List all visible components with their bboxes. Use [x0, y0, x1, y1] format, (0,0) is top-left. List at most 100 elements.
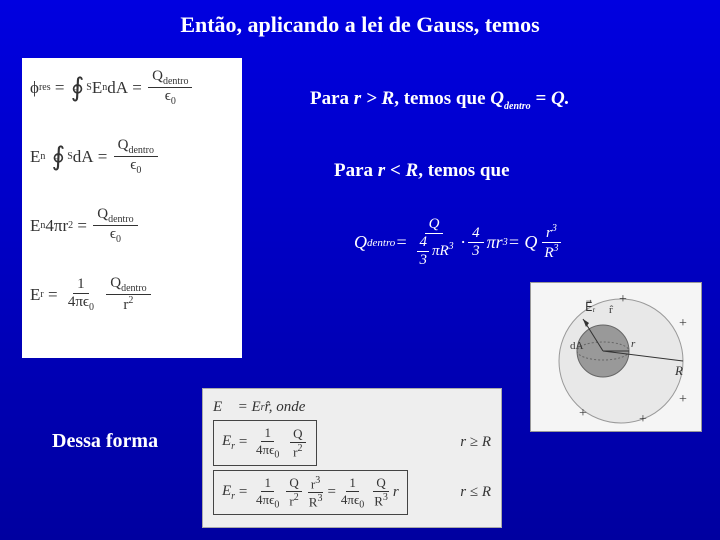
n: 4	[417, 234, 429, 252]
d: 4πϵ	[256, 442, 274, 457]
frac: Qdentro ϵ0	[148, 68, 192, 107]
Q: Q	[118, 137, 129, 153]
space	[100, 285, 104, 305]
eq-row-4: Er = 1 4πϵ0 Qdentro r2	[30, 275, 234, 314]
E: E	[30, 285, 40, 305]
num: 4	[468, 225, 484, 243]
den: 3	[468, 243, 484, 260]
equals: =	[44, 285, 62, 305]
den: 4πϵ	[68, 294, 89, 310]
den-sub: 0	[89, 302, 94, 313]
plus-icon: +	[679, 392, 687, 407]
num: 1	[73, 276, 89, 294]
Q: Q	[97, 206, 108, 222]
n: Q	[290, 426, 305, 443]
s: 0	[274, 450, 279, 461]
num: Q	[425, 216, 444, 234]
d: 3	[417, 252, 429, 269]
frac: r3R3	[306, 475, 326, 511]
sphere-svg: E⃗ᵣ r̂ dA r R + + + + +	[531, 283, 703, 433]
Q-sub: dentro	[504, 101, 531, 112]
d: R	[374, 494, 383, 509]
frac: 1 4πϵ0	[64, 276, 98, 313]
Evec: E⃗ = E	[213, 399, 261, 416]
fourpir: 4πr	[45, 216, 68, 236]
r-label: r	[631, 338, 636, 350]
eq: =	[327, 484, 335, 501]
box-row-1: Er = 14πϵ0 Qr2 r ≥ R	[213, 420, 491, 466]
frac: Qr2	[286, 475, 301, 509]
eps-sub: 0	[171, 96, 176, 107]
Q-sub: dentro	[163, 76, 189, 87]
sup: 3	[552, 223, 557, 234]
dessa-forma-label: Dessa forma	[52, 430, 158, 453]
s: 3	[315, 475, 320, 486]
box-row-2: Er = 14πϵ0 Qr2 r3R3 = 14πϵ0 QR3 r r ≤ R	[213, 470, 491, 516]
s: 0	[359, 499, 364, 510]
space	[45, 147, 49, 167]
d: 4πϵ	[341, 492, 359, 507]
Q-sub: dentro	[367, 237, 395, 249]
den: 43πR3	[410, 234, 457, 269]
sp	[284, 434, 288, 451]
Q: Q	[490, 88, 504, 109]
cond: r < R	[378, 160, 418, 181]
R: R	[544, 245, 553, 261]
plus-icon: +	[639, 412, 647, 427]
frac: Qr2	[290, 426, 305, 460]
case-r-lt-R: Para r < R, temos que	[334, 160, 510, 182]
E: E	[222, 483, 231, 499]
d: 4πϵ	[256, 492, 274, 507]
n: Q	[373, 475, 388, 492]
dA: dA	[73, 147, 94, 167]
t: , temos que	[394, 88, 490, 109]
result-equation-panel: E⃗ = Er r̂, onde Er = 14πϵ0 Qr2 r ≥ R Er…	[202, 388, 502, 528]
t: Para	[334, 160, 378, 181]
eps-sub: 0	[136, 165, 141, 176]
gaussian-sphere-diagram: E⃗ᵣ r̂ dA r R + + + + +	[530, 282, 702, 432]
frac: QR3	[371, 475, 391, 509]
onde: r̂, onde	[265, 399, 306, 416]
n: 1	[261, 425, 274, 442]
s: 2	[297, 443, 302, 454]
s: 3	[383, 492, 388, 503]
left-equation-panel: ϕres = ∮S En dA = Qdentro ϵ0 En ∮S dA = …	[22, 58, 242, 358]
eps-sub: 0	[116, 234, 121, 245]
n: 1	[261, 475, 274, 492]
Q: Q	[354, 232, 367, 253]
eq-row-2: En ∮S dA = Qdentro ϵ0	[30, 137, 234, 176]
pir: πr	[487, 232, 503, 253]
dA: dA	[107, 78, 128, 98]
s: 3	[317, 493, 322, 504]
E: E	[30, 147, 40, 167]
cond: r > R	[354, 88, 394, 109]
Er-label: E⃗ᵣ	[585, 299, 596, 314]
slide-title: Então, aplicando a lei de Gauss, temos	[0, 0, 720, 38]
Q-sub: dentro	[128, 145, 154, 156]
frac: Qdentro ϵ0	[93, 206, 137, 245]
equals: =	[94, 147, 112, 167]
frac: 4 3	[468, 225, 484, 260]
eq: = Q	[508, 232, 538, 253]
Q: Q	[152, 68, 163, 84]
eqQ: = Q.	[531, 88, 570, 109]
phi-sub: res	[39, 82, 51, 93]
eq: =	[395, 232, 407, 253]
plus-icon: +	[619, 292, 627, 307]
sup: 3	[449, 241, 454, 252]
s: 0	[274, 499, 279, 510]
frac: r3 R3	[540, 223, 562, 262]
Q-sub: dentro	[108, 214, 134, 225]
equals: =	[73, 216, 91, 236]
plus-icon: +	[579, 406, 587, 421]
eq: =	[235, 434, 251, 451]
condition: r ≥ R	[440, 434, 491, 451]
dA-label: dA	[570, 340, 584, 352]
case-r-gt-R: Para r > R, temos que Qdentro = Q.	[310, 88, 569, 112]
piR: πR	[432, 243, 449, 259]
Q-sub: dentro	[121, 283, 147, 294]
n: Q	[286, 475, 301, 492]
frac: Qdentro ϵ0	[114, 137, 158, 176]
R-label: R	[674, 363, 683, 378]
eq-row-1: ϕres = ∮S En dA = Qdentro ϵ0	[30, 68, 234, 107]
